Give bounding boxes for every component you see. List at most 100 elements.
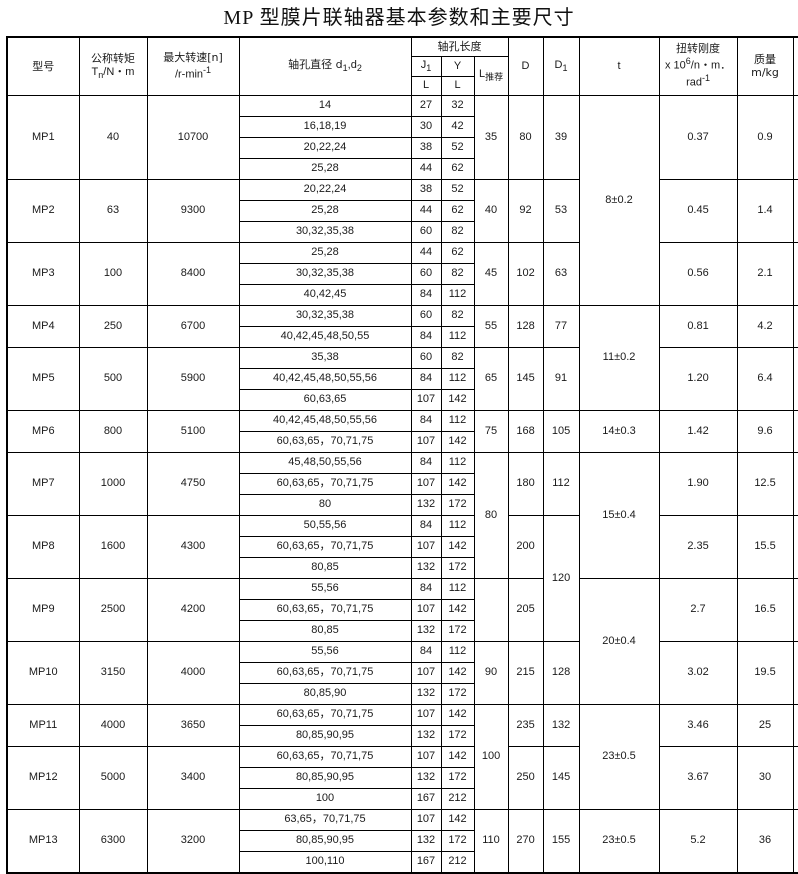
cell-bore-length-j1: 30: [410, 115, 442, 138]
cell-bore-length-y: 142: [440, 430, 475, 453]
cell-bore-length-y: 52: [440, 136, 475, 159]
page-root: MP 型膜片联轴器基本参数和主要尺寸 型号 公称转矩 Tn/N・m 最大转速[n…: [6, 7, 798, 874]
cell-bore-length-j1: 84: [410, 367, 442, 390]
table-row: 40,42,45 84 112: [7, 283, 798, 306]
cell-torsional-stiffness: 3.02: [658, 640, 738, 705]
cell-bore-length-y: 82: [440, 346, 475, 369]
spec-table: 型号 公称转矩 Tn/N・m 最大转速[n] /r‑min-1 轴孔直径 d1,…: [6, 36, 798, 874]
cell-bore-length-j1: 107: [410, 430, 442, 453]
cell-bore-length-j1: 84: [410, 325, 442, 348]
cell-max-speed: 5900: [146, 346, 240, 411]
cell-bore-diameter: 60,63,65，70,71,75: [238, 430, 412, 453]
cell-bore-diameter: 80,85: [238, 619, 412, 642]
cell-bore-diameter: 50,55,56: [238, 514, 412, 537]
L-rec-symbol-sub: 推荐: [485, 72, 504, 83]
cell-bore-length-j1: 107: [410, 808, 442, 831]
cell-nominal-torque: 1000: [78, 451, 148, 516]
header-row-1: 型号 公称转矩 Tn/N・m 最大转速[n] /r‑min-1 轴孔直径 d1,…: [6, 36, 798, 96]
cell-t: 23±0.5: [578, 808, 660, 874]
table-row: MP13 6300 3200 63,65，70,71,75 107 142 110 270 15…: [6, 808, 798, 874]
cell-max-speed: 10700: [146, 94, 240, 180]
cell-l-recommended: 110: [473, 808, 509, 874]
cell-D: 215: [507, 640, 544, 705]
cell-bore-length-y: 52: [440, 178, 475, 201]
cell-t: 20±0.4: [578, 577, 660, 705]
cell-bore-diameter: 30,32,35,38: [238, 304, 412, 327]
cell-bore-length-j1: 107: [410, 472, 442, 495]
cell-bore-length-y: 112: [440, 577, 475, 600]
cell-D1: 128: [542, 640, 580, 705]
cell-bore-length-j1: 44: [410, 241, 442, 264]
cell-bore-length-y: 212: [440, 787, 475, 810]
cell-bore-length-j1: 60: [410, 346, 442, 369]
table-row: 40,42,45,48,50,55 84 112: [7, 325, 798, 348]
cell-bore-diameter: 25,28: [238, 157, 412, 180]
cell-mass: 9.6: [736, 409, 794, 453]
cell-nominal-torque: 5000: [78, 745, 148, 810]
stiffness-rad: rad: [686, 77, 702, 89]
header-J1-L: L: [410, 76, 442, 96]
cell-bore-length-j1: 107: [410, 745, 442, 768]
header-Y-L: L: [440, 76, 475, 96]
cell-model: MP4: [6, 304, 80, 348]
cell-l-recommended: 90: [473, 640, 509, 705]
cell-bore-diameter: 25,28: [238, 199, 412, 222]
cell-D: 270: [507, 808, 544, 874]
cell-bore-length-y: 172: [440, 829, 475, 852]
table-row: 60,63,65，70,71,75 107 142: [7, 598, 798, 621]
inertia-label: 转动惯量: [795, 51, 798, 65]
cell-D1: 132: [542, 703, 580, 747]
cell-bore-length-y: 142: [440, 808, 475, 831]
cell-bore-length-j1: 132: [410, 619, 442, 642]
cell-bore-length-y: 172: [440, 682, 475, 705]
cell-bore-length-y: 142: [440, 598, 475, 621]
speed-unit: /r‑min: [174, 68, 204, 81]
cell-bore-length-j1: 27: [410, 94, 442, 117]
cell-l-recommended: 45: [473, 241, 509, 306]
header-nominal-torque: 公称转矩 Tn/N・m: [78, 36, 148, 96]
cell-nominal-torque: 100: [78, 241, 148, 306]
cell-model: MP2: [6, 178, 80, 243]
cell-bore-length-j1: 60: [410, 304, 442, 327]
cell-mass: 1.4: [736, 178, 794, 243]
stiffness-unit: x 106/n・m．: [661, 56, 736, 73]
cell-model: MP13: [6, 808, 80, 874]
cell-t: 15±0.4: [578, 451, 660, 579]
cell-D1: 53: [542, 178, 580, 243]
cell-torsional-stiffness: 0.56: [658, 241, 738, 306]
cell-max-speed: 4200: [146, 577, 240, 642]
cell-inertia: 0.065: [792, 577, 798, 642]
header-t: t: [578, 36, 660, 96]
cell-mass: 25: [736, 703, 794, 747]
cell-nominal-torque: 63: [78, 178, 148, 243]
cell-bore-length-y: 62: [440, 157, 475, 180]
cell-D1: 77: [542, 304, 580, 348]
cell-D: 128: [507, 304, 544, 348]
cell-t: 23±0.5: [578, 703, 660, 810]
table-row: 25,28 44 62: [7, 199, 798, 222]
cell-bore-length-j1: 60: [410, 262, 442, 285]
bore-mid: ,d: [347, 59, 357, 72]
cell-D: 145: [507, 346, 544, 411]
cell-torsional-stiffness: 3.46: [658, 703, 738, 747]
cell-bore-length-y: 112: [440, 451, 475, 474]
cell-mass: 0.9: [736, 94, 794, 180]
cell-mass: 30: [736, 745, 794, 810]
stiffness-label: 扭转刚度: [676, 42, 721, 56]
cell-bore-length-y: 82: [440, 262, 475, 285]
cell-max-speed: 3400: [146, 745, 240, 810]
cell-inertia: 0.006: [792, 304, 798, 348]
cell-torsional-stiffness: 1.42: [658, 409, 738, 453]
cell-bore-length-y: 172: [440, 493, 475, 516]
cell-bore-length-y: 42: [440, 115, 475, 138]
cell-inertia: 0.001: [792, 178, 798, 243]
table-row: MP11 4000 3650 60,63,65，70,71,75 107 142 100 23…: [6, 703, 798, 810]
cell-bore-diameter: 16,18,19: [238, 115, 412, 138]
cell-torsional-stiffness: 2.35: [658, 514, 738, 579]
cell-model: MP12: [6, 745, 80, 810]
cell-D1: 105: [542, 409, 580, 453]
cell-bore-diameter: 80,85,90: [238, 682, 412, 705]
cell-inertia: 0.002: [792, 241, 798, 306]
page-title: MP 型膜片联轴器基本参数和主要尺寸: [223, 7, 575, 29]
header-L-recommended: L推荐: [473, 55, 509, 96]
